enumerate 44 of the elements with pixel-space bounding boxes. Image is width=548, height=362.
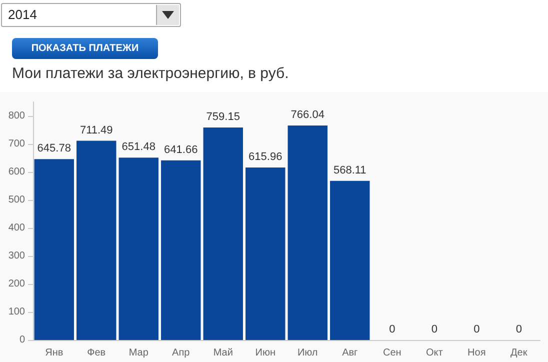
data-label: 568.11 [333, 164, 366, 176]
bar [246, 168, 286, 340]
data-label: 711.49 [80, 124, 113, 136]
x-tick-label: Мар [128, 348, 149, 358]
x-tick-label: Сен [382, 348, 402, 358]
y-tick-label: 800 [8, 110, 26, 122]
y-tick-label: 700 [8, 138, 26, 150]
dropdown: 2014 [1, 3, 181, 27]
x-tick-label: Дек [510, 348, 528, 358]
data-label: 0 [474, 324, 480, 336]
data-label: 0 [431, 324, 438, 336]
x-tick-label: Май [213, 348, 233, 358]
y-tick-label: 200 [8, 278, 26, 290]
y-tick-label: 100 [8, 306, 26, 318]
bar [288, 126, 328, 340]
y-tick-label: 400 [8, 222, 26, 234]
x-tick-label: Апр [172, 348, 190, 358]
y-tick-label: 0 [19, 334, 26, 346]
x-tick-label: Янв [45, 348, 64, 358]
data-label: 759.15 [206, 110, 240, 123]
x-tick-label: Ноя [468, 348, 486, 358]
y-tick-label: 500 [8, 194, 26, 206]
bar [76, 140, 116, 340]
bar [118, 158, 158, 340]
data-label: 651.48 [122, 141, 156, 154]
x-tick-label: Июл [297, 348, 318, 358]
bar [203, 127, 243, 340]
bar [330, 180, 370, 340]
data-label: 615.96 [248, 151, 282, 164]
data-label: 766.04 [290, 109, 324, 122]
x-tick-label: Фев [87, 348, 106, 358]
chart-title: Мои платежи за электроэнергию, в руб. [12, 65, 289, 82]
data-label: 0 [389, 324, 396, 336]
x-tick-label: Июн [255, 348, 276, 358]
x-tick-label: Окт [426, 348, 444, 358]
y-tick-label: 600 [8, 166, 26, 178]
x-tick-label: Авг [342, 348, 358, 358]
data-label: 645.78 [37, 142, 71, 155]
bar [161, 160, 201, 340]
data-label: 0 [516, 324, 522, 336]
bar [34, 159, 74, 340]
button: ПОКАЗАТЬ ПЛАТЕЖИ [12, 38, 158, 59]
y-tick-label: 300 [8, 250, 26, 262]
data-label: 641.66 [164, 144, 198, 156]
